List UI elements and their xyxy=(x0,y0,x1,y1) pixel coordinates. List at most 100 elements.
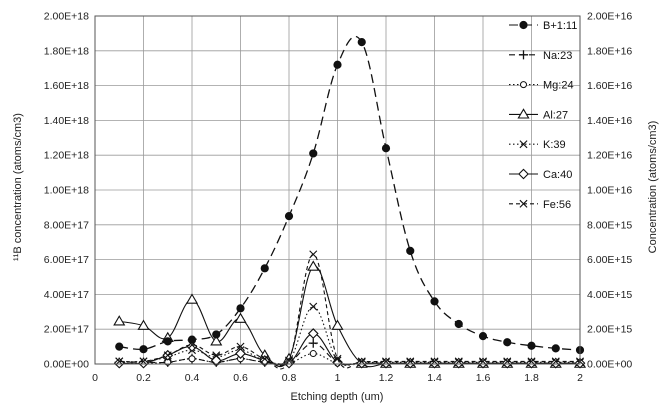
data-point-ca-40 xyxy=(307,328,319,339)
data-point-mg-24 xyxy=(309,350,317,358)
x-tick-label: 1.8 xyxy=(524,372,539,384)
marker-filled-circle xyxy=(187,335,197,344)
y-tick-label-left: 1.60E+18 xyxy=(44,80,89,92)
data-point-b-1-11 xyxy=(406,246,415,255)
marker-filled-circle xyxy=(503,338,512,347)
legend-marker xyxy=(517,108,530,119)
x-tick-label: 0.2 xyxy=(136,372,151,384)
marker-filled-circle xyxy=(478,332,488,341)
y-tick-label-left: 1.00E+18 xyxy=(44,185,89,197)
data-point-al-27 xyxy=(331,319,344,330)
legend-item-na-23: Na:23 xyxy=(509,50,572,62)
data-point-al-27 xyxy=(307,260,320,271)
marker-open-circle xyxy=(520,81,527,89)
series-b-1-11 xyxy=(115,35,585,355)
data-point-fe-56 xyxy=(236,342,245,351)
marker-x xyxy=(236,342,245,351)
data-point-na-23 xyxy=(308,338,318,348)
data-point-ca-40 xyxy=(404,357,416,369)
marker-filled-circle xyxy=(236,304,245,313)
x-tick-label: 0.8 xyxy=(282,372,297,384)
y-tick-label-right: 4.00E+15 xyxy=(587,289,632,301)
marker-x xyxy=(333,354,342,363)
y-tick-label-right: 0.00E+00 xyxy=(587,359,632,371)
y-tick-label-left: 0.00E+00 xyxy=(44,359,89,371)
marker-filled-circle xyxy=(309,149,318,158)
x-axis-title: Etching depth (um) xyxy=(291,391,384,403)
data-point-b-1-11 xyxy=(260,264,269,273)
marker-open-triangle xyxy=(517,108,530,119)
data-point-b-1-11 xyxy=(381,144,391,153)
data-point-b-1-11 xyxy=(163,337,172,346)
data-point-b-1-11 xyxy=(139,345,148,354)
series-line-k-39 xyxy=(119,306,580,367)
marker-open-triangle xyxy=(331,319,344,330)
marker-filled-circle xyxy=(406,246,415,255)
marker-filled-circle xyxy=(163,337,172,346)
x-tick-label: 2 xyxy=(577,372,583,384)
marker-open-diamond xyxy=(332,356,343,368)
legend-item-ca-40: Ca:40 xyxy=(509,168,572,181)
marker-open-diamond xyxy=(307,328,319,339)
y-tick-label-left: 1.40E+18 xyxy=(44,115,89,127)
marker-x xyxy=(309,250,318,259)
marker-open-diamond xyxy=(113,357,125,369)
marker-open-triangle xyxy=(113,315,126,326)
marker-filled-circle xyxy=(357,38,366,47)
data-point-mg-24 xyxy=(188,355,196,363)
data-point-fe-56 xyxy=(260,354,269,363)
marker-filled-circle xyxy=(115,342,124,351)
x-tick-label: 0 xyxy=(92,372,98,384)
marker-plus xyxy=(308,338,318,348)
legend-item-mg-24: Mg:24 xyxy=(509,80,574,92)
data-point-ca-40 xyxy=(356,357,368,369)
y-tick-label-right: 1.20E+16 xyxy=(587,150,632,162)
data-point-al-27 xyxy=(234,312,247,323)
x-tick-label: 1.2 xyxy=(379,372,394,384)
y-axis-title-left: ¹¹B concentration (atoms/cm3) xyxy=(12,113,24,261)
legend-item-al-27: Al:27 xyxy=(509,108,568,121)
legend-label: Na:23 xyxy=(543,50,572,62)
data-point-b-1-11 xyxy=(236,304,245,313)
legend-label: Ca:40 xyxy=(543,169,572,181)
marker-x xyxy=(285,356,293,365)
legend-marker xyxy=(519,199,528,208)
marker-open-diamond xyxy=(404,357,416,369)
y-tick-label-left: 4.00E+17 xyxy=(44,289,89,301)
data-point-b-1-11 xyxy=(527,341,536,350)
marker-filled-circle xyxy=(212,330,221,339)
legend-marker xyxy=(519,20,528,30)
legend-item-k-39: K:39 xyxy=(509,139,566,151)
legend-label: Al:27 xyxy=(543,109,568,121)
data-point-fe-56 xyxy=(163,351,172,360)
y-tick-label-right: 1.60E+16 xyxy=(587,80,632,92)
marker-filled-circle xyxy=(519,20,528,30)
y-tick-label-left: 1.80E+18 xyxy=(44,45,89,57)
x-tick-label: 0.6 xyxy=(233,372,248,384)
data-point-al-27 xyxy=(210,335,223,346)
marker-x xyxy=(519,199,528,208)
y-tick-label-left: 2.00E+18 xyxy=(44,11,89,23)
marker-open-triangle xyxy=(307,260,320,271)
data-point-b-1-11 xyxy=(357,38,366,47)
marker-filled-circle xyxy=(260,264,269,273)
data-point-fe-56 xyxy=(309,250,318,259)
marker-open-triangle xyxy=(210,335,223,346)
marker-open-diamond xyxy=(259,355,271,366)
series-line-fe-56 xyxy=(119,253,580,370)
marker-open-diamond xyxy=(356,357,368,369)
x-tick-label: 1.4 xyxy=(427,372,442,384)
data-point-b-1-11 xyxy=(478,332,488,341)
y-tick-label-right: 2.00E+16 xyxy=(587,11,632,23)
legend-label: B+1:11 xyxy=(543,20,577,32)
data-point-al-27 xyxy=(185,293,199,304)
data-point-ca-40 xyxy=(332,356,343,368)
marker-filled-circle xyxy=(454,319,463,329)
data-point-al-27 xyxy=(113,315,126,326)
marker-open-triangle xyxy=(234,312,247,323)
y-axis-title-right: Concentration (atoms/cm3) xyxy=(647,121,659,254)
series-line-al-27 xyxy=(119,265,580,368)
marker-x xyxy=(212,351,221,360)
legend-marker xyxy=(518,168,529,180)
